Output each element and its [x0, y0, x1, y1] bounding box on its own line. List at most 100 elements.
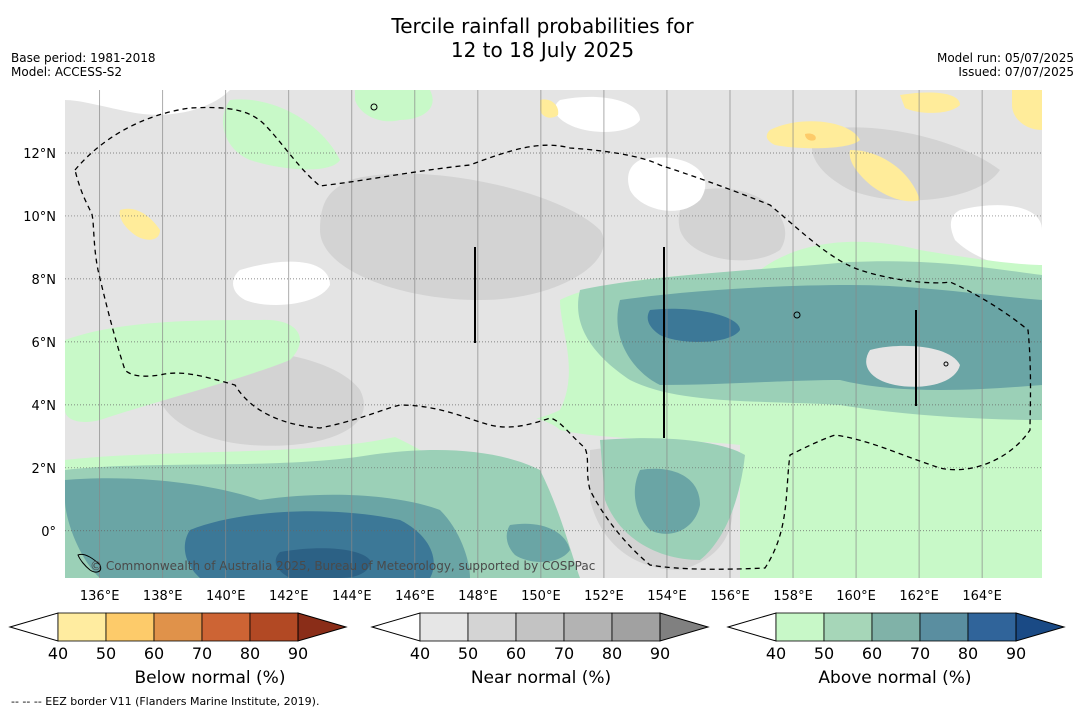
colorbar-tick-label: 90	[650, 644, 670, 663]
above-normal-60-region	[634, 468, 700, 534]
no-signal-region	[950, 205, 1042, 270]
island	[943, 361, 949, 367]
colorbar-label-below: Below normal (%)	[134, 668, 286, 688]
issued-date: Issued: 07/07/2025	[958, 65, 1074, 79]
below-normal-colorbar: 40 50 60 70 80 90	[8, 612, 348, 663]
eez-border	[74, 106, 1032, 570]
colorbar-under-arrow	[370, 612, 421, 642]
colorbar-segment	[201, 612, 251, 642]
near-normal-50-patch	[320, 173, 604, 300]
longitude-label: 162°E	[899, 589, 939, 604]
colorbar-tick-label: 70	[910, 644, 930, 663]
colorbar-over-arrow	[297, 612, 348, 642]
above-normal-40-region	[65, 319, 300, 422]
colorbar-tick-label: 60	[506, 644, 526, 663]
colorbar-segment	[515, 612, 565, 642]
copyright-text: © Commonwealth of Australia 2025, Bureau…	[90, 559, 595, 573]
colorbar-tick-label: 50	[814, 644, 834, 663]
colorbar-segment	[823, 612, 873, 642]
island	[370, 103, 378, 111]
colorbar-tick-label: 60	[862, 644, 882, 663]
above-normal-40-region	[355, 90, 433, 122]
colorbar-tick-label: 40	[48, 644, 68, 663]
no-signal-region	[65, 90, 230, 115]
colorbar-under-arrow	[726, 612, 777, 642]
colorbar-tick-label: 60	[144, 644, 164, 663]
colorbar-segment	[249, 612, 299, 642]
meta-left: Base period: 1981-2018 Model: ACCESS-S2	[11, 51, 156, 79]
gridlines	[65, 90, 1042, 578]
longitude-label: 160°E	[836, 589, 876, 604]
colorbar-tick-label: 80	[240, 644, 260, 663]
above-normal-70-region	[184, 511, 434, 578]
near-normal-40-region	[866, 345, 960, 387]
colorbar-segment	[153, 612, 203, 642]
below-normal-50-patch	[805, 133, 816, 141]
colorbar-label-near: Near normal (%)	[470, 668, 612, 688]
colorbar-over-arrow	[1015, 612, 1066, 642]
longitude-label: 142°E	[269, 589, 309, 604]
no-signal-region	[554, 96, 640, 132]
axis-labels: 136°E 138°E 140°E 142°E 144°E 146°E 148°E 150°E…	[23, 147, 1002, 604]
base-period: Base period: 1981-2018	[11, 51, 156, 65]
colorbar-tick-label: 80	[602, 644, 622, 663]
longitude-label: 140°E	[206, 589, 246, 604]
colorbar-segment	[467, 612, 517, 642]
colorbar-segment	[611, 612, 661, 642]
colorbar-tick-label: 40	[410, 644, 430, 663]
above-normal-60-region	[506, 523, 570, 562]
colorbar-under-arrow	[8, 612, 59, 642]
colorbar-tick-label: 40	[766, 644, 786, 663]
longitude-label: 156°E	[710, 589, 750, 604]
latitude-label: 0°	[41, 525, 56, 540]
model-run: Model run: 05/07/2025	[936, 51, 1074, 65]
longitude-label: 152°E	[584, 589, 624, 604]
longitude-label: 136°E	[80, 589, 120, 604]
colorbars: 40 50 60 70 80 90 40 50 60 70 80 90 40 50 60 70 80 90	[8, 612, 1066, 663]
colorbar-tick-label: 70	[554, 644, 574, 663]
map-area	[65, 90, 1042, 578]
latitude-label: 2°N	[32, 462, 57, 477]
chart-title: Tercile rainfall probabilities for 12 to…	[0, 14, 1085, 62]
colorbar-segment	[967, 612, 1017, 642]
above-normal-70-region	[275, 548, 371, 578]
title-line-1: Tercile rainfall probabilities for	[391, 14, 694, 38]
model-name: Model: ACCESS-S2	[11, 65, 123, 79]
colorbar-label-above: Above normal (%)	[818, 668, 972, 688]
coastline	[77, 553, 102, 573]
colorbar-tick-label: 90	[288, 644, 308, 663]
latitude-label: 12°N	[23, 147, 56, 162]
colorbar-tick-label: 50	[458, 644, 478, 663]
longitude-label: 150°E	[521, 589, 561, 604]
meta-right: Model run: 05/07/2025 Issued: 07/07/2025	[937, 51, 1074, 79]
colorbar-tick-label: 80	[958, 644, 978, 663]
colorbar-segment	[919, 612, 969, 642]
longitude-label: 146°E	[395, 589, 435, 604]
longitude-label: 144°E	[332, 589, 372, 604]
below-normal-40-patch	[119, 208, 160, 240]
colorbar-tick-label: 70	[192, 644, 212, 663]
longitude-label: 158°E	[773, 589, 813, 604]
longitude-label: 154°E	[647, 589, 687, 604]
colorbar-tick-label: 90	[1006, 644, 1026, 663]
eez-legend-footer: -- -- -- EEZ border V11 (Flanders Marine…	[11, 695, 320, 708]
colorbar-segment	[57, 612, 107, 642]
latitude-label: 4°N	[32, 399, 57, 414]
title-line-2: 12 to 18 July 2025	[450, 38, 635, 62]
above-normal-40-region	[222, 99, 340, 170]
near-normal-50-patch	[678, 188, 786, 261]
colorbar-segment	[105, 612, 155, 642]
island	[793, 311, 801, 319]
colorbar-over-arrow	[659, 612, 710, 642]
longitude-label: 148°E	[458, 589, 498, 604]
below-normal-40-patch	[540, 99, 559, 118]
latitude-label: 6°N	[32, 336, 57, 351]
colorbar-segment	[419, 612, 469, 642]
colorbar-segment	[563, 612, 613, 642]
colorbar-segment	[775, 612, 825, 642]
colorbar-tick-label: 50	[96, 644, 116, 663]
longitude-label: 164°E	[962, 589, 1002, 604]
below-normal-40-patch	[900, 92, 960, 113]
near-normal-colorbar: 40 50 60 70 80 90	[370, 612, 710, 663]
